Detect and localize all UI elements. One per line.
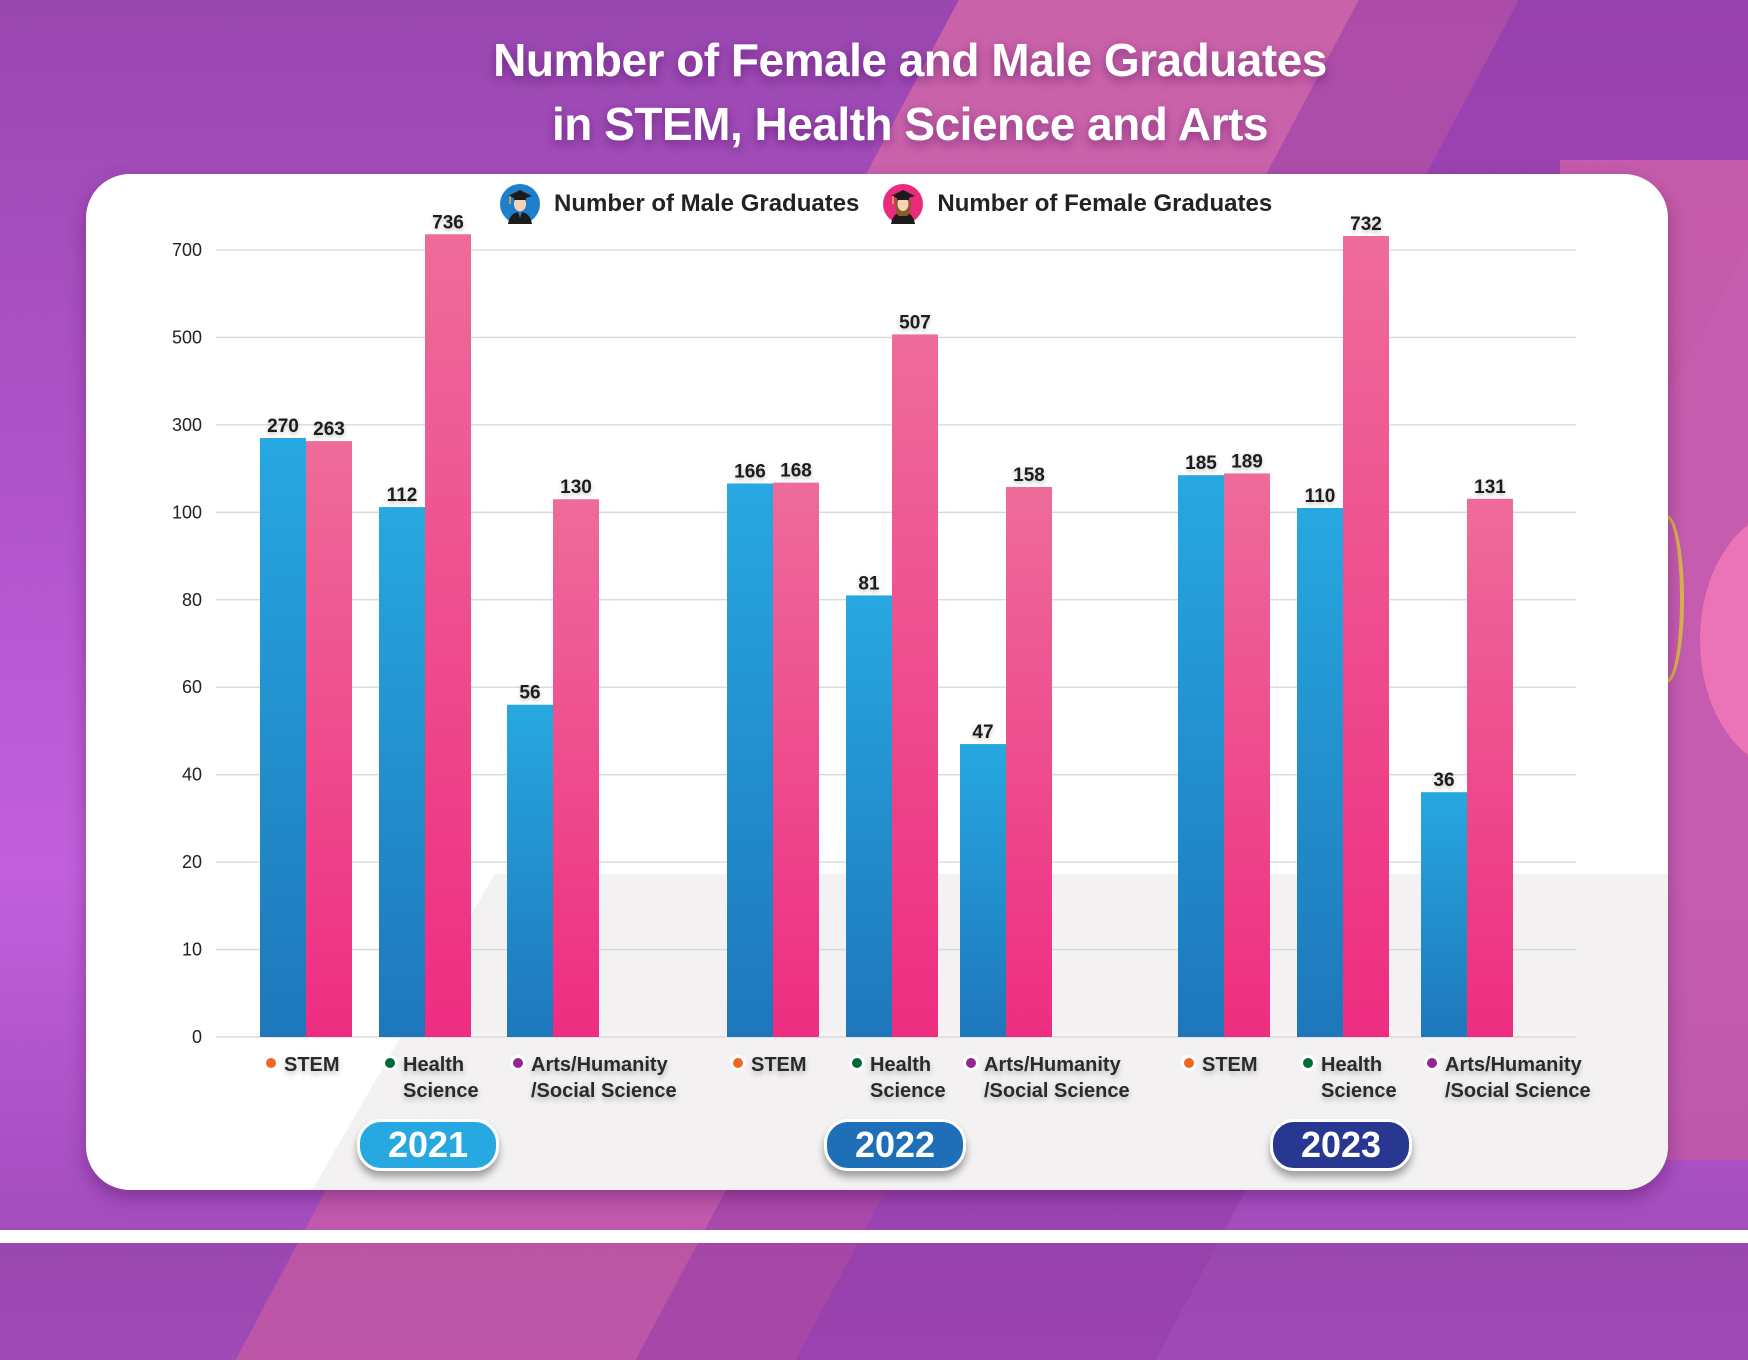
y-tick-label: 100 bbox=[172, 502, 202, 522]
category-label: Arts/Humanity/Social Science bbox=[1427, 1052, 1591, 1104]
bar-male-2023-1 bbox=[1297, 507, 1343, 1037]
chart-title: Number of Female and Male Graduates in S… bbox=[0, 28, 1748, 156]
value-label: 263 bbox=[313, 419, 345, 440]
category-dot-icon bbox=[852, 1058, 862, 1068]
y-tick-label: 80 bbox=[182, 590, 202, 610]
category-label: Health Science bbox=[852, 1052, 946, 1104]
legend-female-label: Number of Female Graduates bbox=[937, 190, 1273, 217]
category-label: STEM bbox=[266, 1052, 340, 1078]
bottom-band bbox=[0, 1230, 1748, 1243]
bar-male-2022-0 bbox=[727, 483, 773, 1037]
value-label: 507 bbox=[899, 312, 931, 333]
category-dot-icon bbox=[513, 1058, 523, 1068]
legend-male-label: Number of Male Graduates bbox=[554, 190, 860, 217]
bar-female-2021-2 bbox=[553, 499, 599, 1037]
category-label: Health Science bbox=[1303, 1052, 1397, 1104]
bar-male-2023-2 bbox=[1421, 792, 1467, 1037]
year-badge-2021: 2021 bbox=[357, 1119, 499, 1171]
category-label: Health Science bbox=[385, 1052, 479, 1104]
category-label-line1: STEM bbox=[733, 1052, 807, 1078]
legend: Number of Male Graduates Number of Femal… bbox=[500, 182, 1296, 226]
y-tick-label: 40 bbox=[182, 765, 202, 785]
category-label-line2: Science bbox=[403, 1080, 479, 1102]
bar-female-2023-1 bbox=[1343, 236, 1389, 1037]
y-tick-label: 700 bbox=[172, 240, 202, 260]
bars bbox=[260, 234, 1513, 1038]
value-label: 166 bbox=[734, 461, 766, 482]
category-label: Arts/Humanity/Social Science bbox=[966, 1052, 1130, 1104]
category-label-line1: Arts/Humanity bbox=[513, 1052, 677, 1078]
value-label: 130 bbox=[560, 477, 592, 498]
category-dot-icon bbox=[1184, 1058, 1194, 1068]
value-label: 185 bbox=[1185, 453, 1217, 474]
value-label: 36 bbox=[1433, 770, 1454, 791]
value-label: 189 bbox=[1231, 451, 1263, 472]
value-label: 112 bbox=[387, 485, 418, 506]
category-label: STEM bbox=[733, 1052, 807, 1078]
category-label: Arts/Humanity/Social Science bbox=[513, 1052, 677, 1104]
value-label: 736 bbox=[432, 212, 464, 233]
bar-male-2021-1 bbox=[379, 507, 425, 1037]
value-label: 131 bbox=[1474, 477, 1506, 498]
value-label: 732 bbox=[1350, 214, 1382, 235]
category-label-line1: STEM bbox=[266, 1052, 340, 1078]
male-graduate-avatar-icon bbox=[500, 184, 540, 224]
category-dot-icon bbox=[1427, 1058, 1437, 1068]
category-dot-icon bbox=[966, 1058, 976, 1068]
category-label-line1: Health bbox=[852, 1052, 946, 1078]
category-dot-icon bbox=[733, 1058, 743, 1068]
bar-chart: 0 10 20 40 60 80 100 300 500 700 270 112 56 263 736 13… bbox=[172, 212, 1576, 1047]
category-dot-icon bbox=[1303, 1058, 1313, 1068]
bar-female-2023-2 bbox=[1467, 498, 1513, 1038]
category-label-line2: Science bbox=[1321, 1080, 1397, 1102]
bar-male-2022-1 bbox=[846, 595, 892, 1037]
bar-female-2023-0 bbox=[1224, 473, 1270, 1038]
value-label: 110 bbox=[1305, 486, 1336, 507]
value-label: 270 bbox=[267, 416, 299, 437]
y-tick-label: 300 bbox=[172, 415, 202, 435]
category-label-line2: /Social Science bbox=[1445, 1080, 1591, 1102]
bar-male-2021-0 bbox=[260, 438, 306, 1037]
bar-male-2023-0 bbox=[1178, 475, 1224, 1037]
value-labels: 270 112 56 263 736 130 166 81 47 168 507 158 185 110 3… bbox=[267, 212, 1506, 791]
y-tick-label: 60 bbox=[182, 677, 202, 697]
female-graduate-avatar-icon bbox=[883, 184, 924, 224]
value-label: 158 bbox=[1013, 465, 1045, 486]
chart-title-line1: Number of Female and Male Graduates bbox=[493, 34, 1327, 86]
bar-female-2021-0 bbox=[306, 441, 352, 1037]
chart-title-line2: in STEM, Health Science and Arts bbox=[552, 98, 1268, 150]
bar-female-2022-2 bbox=[1006, 486, 1052, 1037]
category-dot-icon bbox=[266, 1058, 276, 1068]
bar-female-2021-1 bbox=[425, 234, 471, 1037]
category-dot-icon bbox=[385, 1058, 395, 1068]
value-label: 81 bbox=[858, 573, 880, 594]
year-badge-2022: 2022 bbox=[824, 1119, 966, 1171]
legend-item-male: Number of Male Graduates bbox=[500, 184, 859, 224]
value-label: 47 bbox=[972, 722, 993, 743]
legend-item-female: Number of Female Graduates bbox=[883, 184, 1272, 224]
category-label-line1: Health bbox=[385, 1052, 479, 1078]
bar-male-2022-2 bbox=[960, 744, 1006, 1037]
category-label-line1: Health bbox=[1303, 1052, 1397, 1078]
category-label: STEM bbox=[1184, 1052, 1258, 1078]
bar-female-2022-0 bbox=[773, 482, 819, 1037]
category-label-line2: /Social Science bbox=[984, 1080, 1130, 1102]
bar-male-2021-2 bbox=[507, 704, 553, 1037]
category-label-line2: /Social Science bbox=[531, 1080, 677, 1102]
category-label-line1: Arts/Humanity bbox=[1427, 1052, 1591, 1078]
y-tick-label: 500 bbox=[172, 327, 202, 347]
bar-female-2022-1 bbox=[892, 334, 938, 1037]
y-tick-label: 20 bbox=[182, 852, 202, 872]
value-label: 56 bbox=[519, 683, 540, 704]
y-tick-label: 0 bbox=[192, 1027, 202, 1047]
category-label-line2: Science bbox=[870, 1080, 946, 1102]
y-tick-label: 10 bbox=[182, 940, 202, 960]
value-label: 168 bbox=[780, 461, 812, 482]
category-label-line1: STEM bbox=[1184, 1052, 1258, 1078]
category-label-line1: Arts/Humanity bbox=[966, 1052, 1130, 1078]
year-badge-2023: 2023 bbox=[1270, 1119, 1412, 1171]
